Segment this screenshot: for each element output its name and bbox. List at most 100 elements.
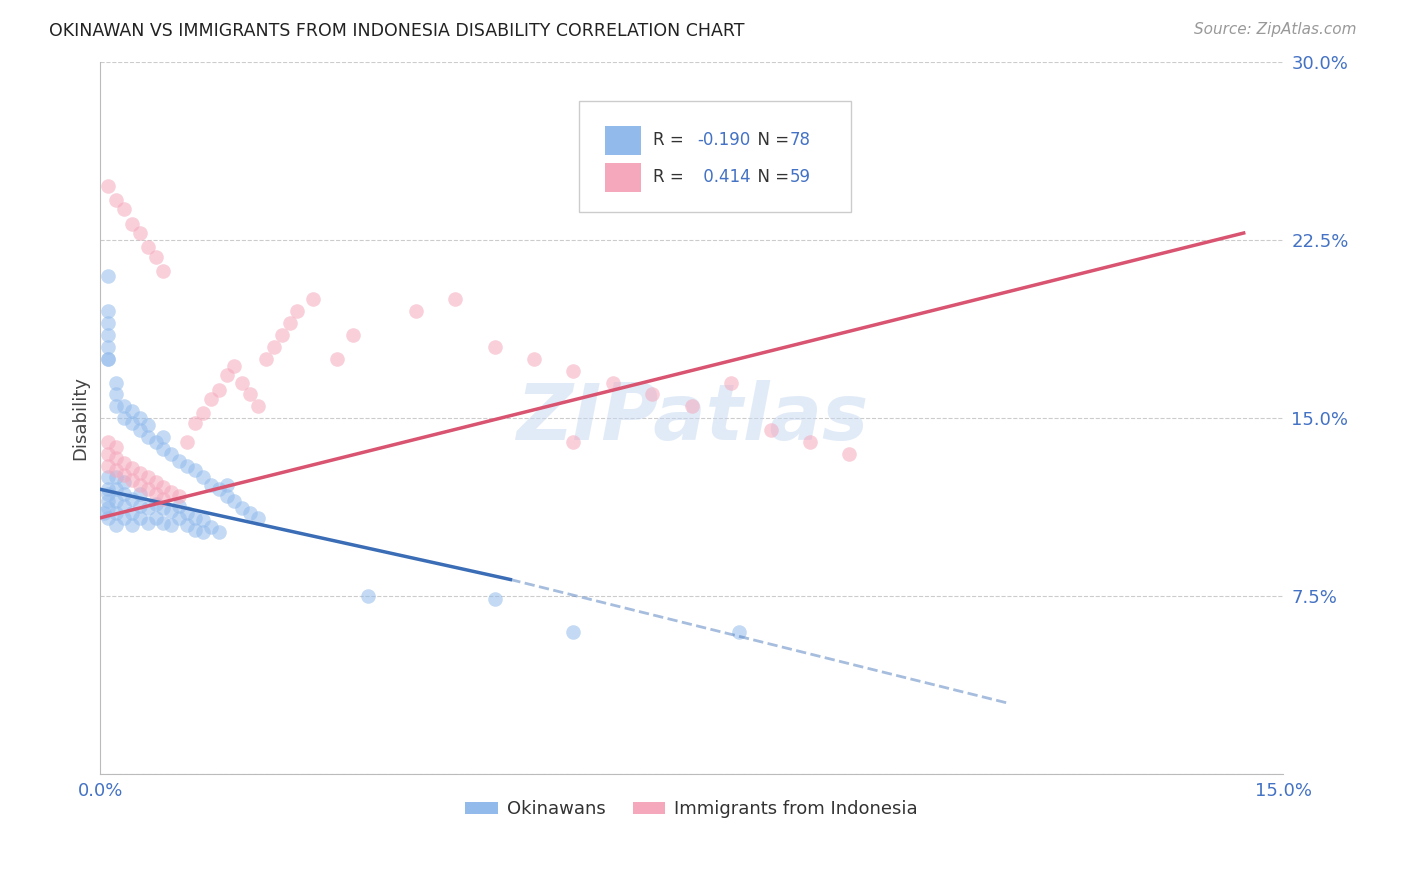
Text: 0.414: 0.414 <box>697 169 751 186</box>
Point <box>128 487 150 501</box>
Point <box>136 501 159 516</box>
Point <box>287 304 309 318</box>
Point <box>231 376 253 390</box>
Point <box>484 340 506 354</box>
Text: N =: N = <box>748 169 794 186</box>
Point <box>105 387 128 401</box>
Point <box>191 470 214 484</box>
Point <box>128 477 150 491</box>
Point <box>176 506 198 520</box>
Point <box>112 411 135 425</box>
Text: R =: R = <box>652 169 689 186</box>
Point <box>136 430 159 444</box>
Point <box>121 404 143 418</box>
Point <box>152 480 174 494</box>
Point <box>239 506 262 520</box>
Point <box>145 475 167 490</box>
Point <box>112 468 135 483</box>
Point <box>759 423 782 437</box>
Point <box>167 511 190 525</box>
Text: Source: ZipAtlas.com: Source: ZipAtlas.com <box>1194 22 1357 37</box>
Point <box>152 264 174 278</box>
Point <box>184 523 207 537</box>
Point <box>97 268 120 283</box>
Point <box>97 483 120 497</box>
Point <box>681 399 703 413</box>
Bar <box>606 127 641 154</box>
Point <box>121 217 143 231</box>
Point <box>105 376 128 390</box>
Point <box>105 470 128 484</box>
FancyBboxPatch shape <box>579 102 852 211</box>
Point <box>562 434 585 449</box>
Point <box>145 487 167 501</box>
Point <box>97 304 120 318</box>
Point <box>405 304 427 318</box>
Point <box>136 470 159 484</box>
Point <box>176 434 198 449</box>
Point <box>97 178 120 193</box>
Point <box>357 589 380 603</box>
Point <box>602 376 624 390</box>
Point <box>207 483 229 497</box>
Point <box>191 524 214 539</box>
Point <box>97 351 120 366</box>
Point <box>112 511 135 525</box>
Point <box>97 501 120 516</box>
Point <box>121 416 143 430</box>
Point <box>152 491 174 506</box>
Bar <box>606 163 641 192</box>
Point <box>93 506 115 520</box>
Point <box>176 458 198 473</box>
Point <box>97 328 120 343</box>
Text: OKINAWAN VS IMMIGRANTS FROM INDONESIA DISABILITY CORRELATION CHART: OKINAWAN VS IMMIGRANTS FROM INDONESIA DI… <box>49 22 745 40</box>
Text: ZIPatlas: ZIPatlas <box>516 380 868 456</box>
Point <box>247 399 270 413</box>
Point <box>112 499 135 513</box>
Point <box>112 399 135 413</box>
Point <box>270 328 292 343</box>
Text: -0.190: -0.190 <box>697 131 751 150</box>
Point <box>97 487 120 501</box>
Point <box>105 193 128 207</box>
Point <box>342 328 364 343</box>
Point <box>136 418 159 433</box>
Point <box>112 475 135 490</box>
Point <box>200 520 222 534</box>
Point <box>184 463 207 477</box>
Point <box>484 591 506 606</box>
Point <box>799 434 821 449</box>
Point <box>224 494 246 508</box>
Point <box>152 430 174 444</box>
Point <box>105 440 128 454</box>
Point <box>136 516 159 530</box>
Point <box>136 483 159 497</box>
Point <box>97 340 120 354</box>
Point <box>160 447 183 461</box>
Text: 59: 59 <box>790 169 811 186</box>
Point <box>97 494 120 508</box>
Point <box>278 316 301 330</box>
Point <box>215 477 238 491</box>
Point <box>254 351 277 366</box>
Point <box>215 368 238 383</box>
Point <box>145 250 167 264</box>
Point <box>167 454 190 468</box>
Point <box>562 364 585 378</box>
Point <box>184 416 207 430</box>
Point <box>562 624 585 639</box>
Point <box>97 316 120 330</box>
Point <box>224 359 246 373</box>
Point <box>136 240 159 254</box>
Point <box>97 458 120 473</box>
Point <box>105 463 128 477</box>
Point <box>121 473 143 487</box>
Point <box>97 470 120 484</box>
Point <box>200 392 222 406</box>
Point <box>200 477 222 491</box>
Point <box>105 483 128 497</box>
Point <box>152 501 174 516</box>
Point <box>160 517 183 532</box>
Point <box>191 513 214 527</box>
Point <box>184 511 207 525</box>
